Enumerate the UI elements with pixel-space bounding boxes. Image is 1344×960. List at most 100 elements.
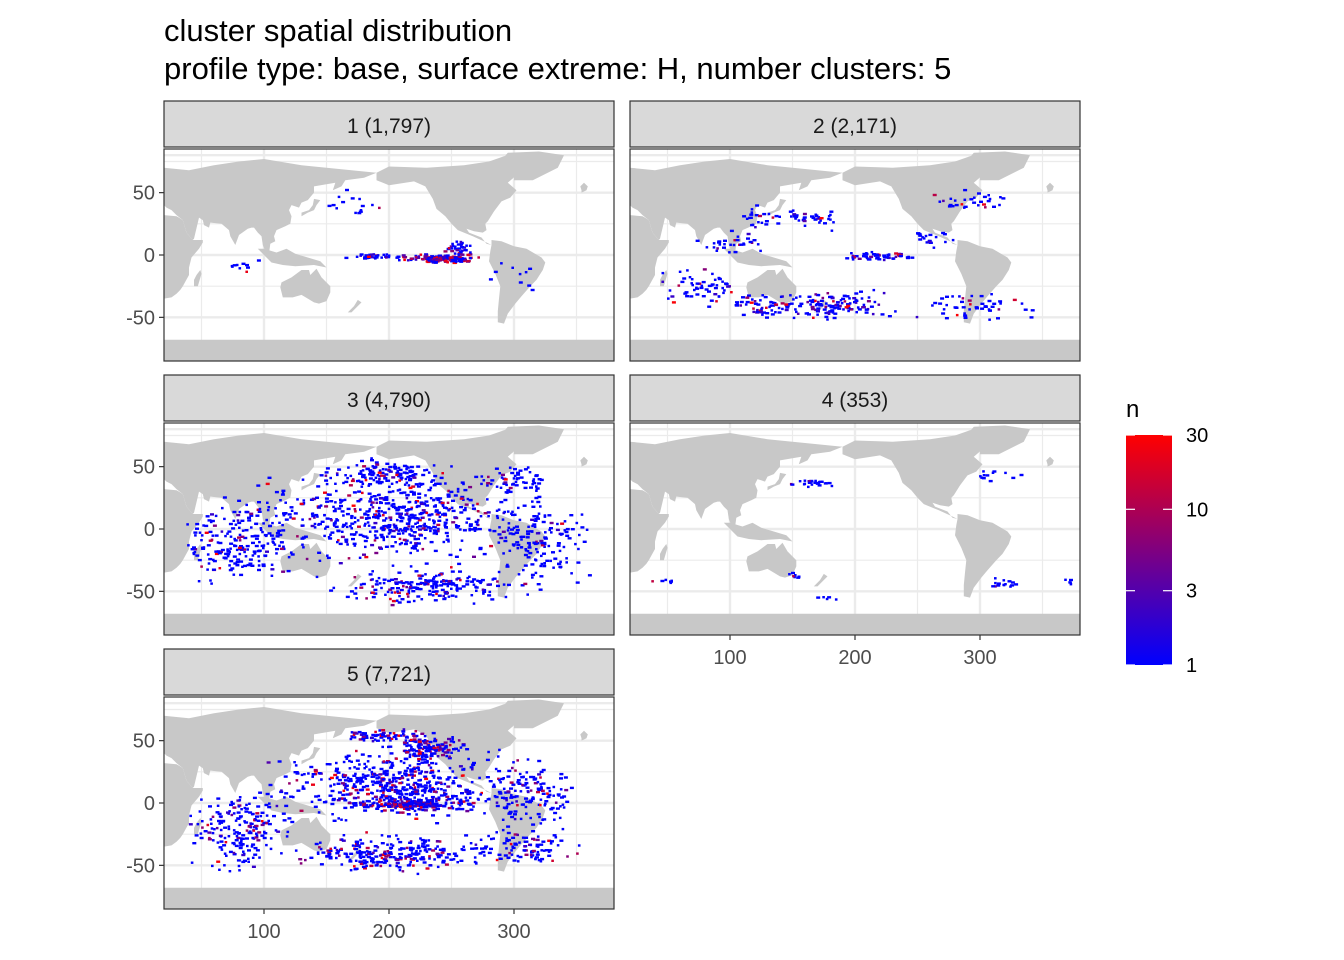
data-cell xyxy=(255,849,260,852)
data-cell xyxy=(498,472,501,475)
data-cell xyxy=(359,586,364,589)
data-cell xyxy=(384,502,389,505)
data-cell xyxy=(544,800,549,803)
data-cell xyxy=(521,836,525,839)
data-cell xyxy=(403,757,408,760)
data-cell xyxy=(862,303,866,307)
data-cell xyxy=(477,256,480,259)
data-cell xyxy=(398,488,402,491)
data-cell xyxy=(395,780,398,783)
data-cell xyxy=(431,849,436,852)
data-cell xyxy=(715,284,719,287)
data-cell xyxy=(537,478,542,481)
data-cell xyxy=(431,814,435,817)
data-cell xyxy=(359,862,364,865)
data-cell xyxy=(525,800,530,803)
data-cell xyxy=(346,507,351,511)
data-cell xyxy=(528,267,533,270)
data-cell xyxy=(721,286,724,290)
data-cell xyxy=(428,589,431,593)
data-cell xyxy=(344,540,348,543)
data-cell xyxy=(869,305,874,308)
data-cell xyxy=(536,835,540,838)
data-cell xyxy=(242,837,245,840)
data-cell xyxy=(536,845,540,848)
data-cell xyxy=(387,468,390,471)
data-cell xyxy=(389,846,394,850)
data-cell xyxy=(431,731,436,735)
data-cell xyxy=(323,534,326,538)
data-cell xyxy=(418,772,423,775)
data-cell xyxy=(449,858,454,861)
data-cell xyxy=(497,853,502,856)
data-cell xyxy=(994,581,997,585)
data-cell xyxy=(293,512,298,515)
data-cell xyxy=(246,844,249,848)
data-cell xyxy=(445,798,449,802)
data-cell xyxy=(945,303,948,307)
data-cell xyxy=(405,744,408,748)
data-cell xyxy=(931,304,934,307)
data-cell xyxy=(535,838,540,842)
data-cell xyxy=(375,501,379,504)
data-cell xyxy=(394,541,397,544)
data-cell xyxy=(444,863,449,866)
data-cell xyxy=(335,489,338,493)
data-cell xyxy=(355,749,358,753)
data-cell xyxy=(433,582,438,586)
data-cell xyxy=(519,817,523,821)
data-cell xyxy=(395,858,400,862)
data-cell xyxy=(928,233,933,237)
data-cell xyxy=(854,292,859,295)
data-cell xyxy=(531,837,535,841)
data-cell xyxy=(406,475,411,479)
data-cell xyxy=(540,541,545,545)
data-cell xyxy=(301,478,305,481)
data-cell xyxy=(314,513,319,517)
data-cell xyxy=(376,780,380,783)
data-cell xyxy=(250,535,255,538)
data-cell xyxy=(435,532,438,536)
data-cell xyxy=(399,491,404,495)
data-cell xyxy=(538,588,543,591)
data-cell xyxy=(363,867,367,870)
data-cell xyxy=(833,312,838,315)
data-cell xyxy=(508,490,513,494)
data-cell xyxy=(373,734,378,738)
data-cell xyxy=(441,472,444,475)
data-cell xyxy=(565,800,570,803)
land-south-america xyxy=(489,514,546,598)
data-cell xyxy=(748,216,751,220)
data-cell xyxy=(229,535,233,538)
data-cell xyxy=(508,851,511,855)
data-cell xyxy=(233,539,238,542)
data-cell xyxy=(525,786,530,789)
data-cell xyxy=(468,575,471,578)
data-cell xyxy=(412,599,416,603)
data-cell xyxy=(370,503,373,507)
data-cell xyxy=(450,594,455,597)
data-cell xyxy=(391,476,396,479)
data-cell xyxy=(361,855,366,859)
data-cell xyxy=(915,315,919,319)
data-cell xyxy=(416,521,419,524)
data-cell xyxy=(397,508,401,511)
data-cell xyxy=(381,734,385,737)
data-cell xyxy=(263,830,266,834)
data-cell xyxy=(217,552,222,555)
data-cell xyxy=(205,515,210,518)
data-cell xyxy=(275,552,278,555)
data-cell xyxy=(424,562,429,565)
data-cell xyxy=(440,788,443,791)
data-cell xyxy=(851,256,854,259)
data-cell xyxy=(450,566,453,569)
data-cell xyxy=(255,827,258,830)
data-cell xyxy=(565,561,568,564)
data-cell xyxy=(361,788,365,791)
data-cell xyxy=(412,864,415,867)
data-cell xyxy=(445,254,450,257)
data-cell xyxy=(335,761,338,765)
data-cell xyxy=(518,469,523,472)
data-cell xyxy=(504,595,508,599)
data-cell xyxy=(742,242,745,245)
